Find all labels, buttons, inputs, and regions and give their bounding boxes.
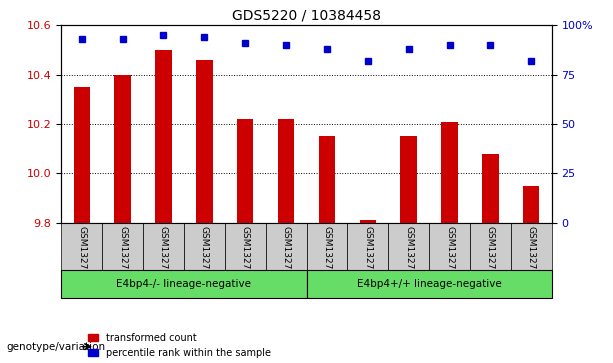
Text: GSM1327927: GSM1327927	[159, 227, 168, 287]
FancyBboxPatch shape	[61, 223, 102, 270]
Text: E4bp4-/- lineage-negative: E4bp4-/- lineage-negative	[116, 279, 251, 289]
Text: GSM1327926: GSM1327926	[118, 227, 127, 287]
Text: genotype/variation: genotype/variation	[6, 342, 105, 352]
FancyBboxPatch shape	[306, 223, 348, 270]
Text: GSM1327933: GSM1327933	[404, 227, 413, 287]
Text: GSM1327936: GSM1327936	[527, 227, 536, 287]
Bar	[360, 220, 376, 223]
Bar	[278, 119, 294, 223]
Title: GDS5220 / 10384458: GDS5220 / 10384458	[232, 9, 381, 23]
FancyBboxPatch shape	[143, 223, 184, 270]
Bar	[400, 136, 417, 223]
Text: E4bp4+/+ lineage-negative: E4bp4+/+ lineage-negative	[357, 279, 501, 289]
Bar	[155, 50, 172, 223]
Text: GSM1327934: GSM1327934	[445, 227, 454, 287]
FancyBboxPatch shape	[102, 223, 143, 270]
Bar	[441, 122, 458, 223]
Text: GSM1327932: GSM1327932	[364, 227, 372, 287]
FancyBboxPatch shape	[388, 223, 429, 270]
FancyBboxPatch shape	[470, 223, 511, 270]
Bar	[482, 154, 498, 223]
Text: GSM1327929: GSM1327929	[241, 227, 249, 287]
FancyBboxPatch shape	[306, 270, 552, 298]
Bar	[196, 60, 213, 223]
FancyBboxPatch shape	[511, 223, 552, 270]
FancyBboxPatch shape	[429, 223, 470, 270]
Bar	[74, 87, 90, 223]
FancyBboxPatch shape	[265, 223, 306, 270]
Text: GSM1327931: GSM1327931	[322, 227, 332, 287]
FancyBboxPatch shape	[184, 223, 225, 270]
Bar	[523, 186, 539, 223]
FancyBboxPatch shape	[225, 223, 265, 270]
Text: GSM1327928: GSM1327928	[200, 227, 209, 287]
Text: GSM1327925: GSM1327925	[77, 227, 86, 287]
FancyBboxPatch shape	[348, 223, 388, 270]
Bar	[115, 75, 131, 223]
Bar	[319, 136, 335, 223]
Text: GSM1327930: GSM1327930	[281, 227, 291, 287]
Bar	[237, 119, 253, 223]
FancyBboxPatch shape	[61, 270, 306, 298]
Text: GSM1327935: GSM1327935	[486, 227, 495, 287]
Legend: transformed count, percentile rank within the sample: transformed count, percentile rank withi…	[85, 329, 275, 362]
